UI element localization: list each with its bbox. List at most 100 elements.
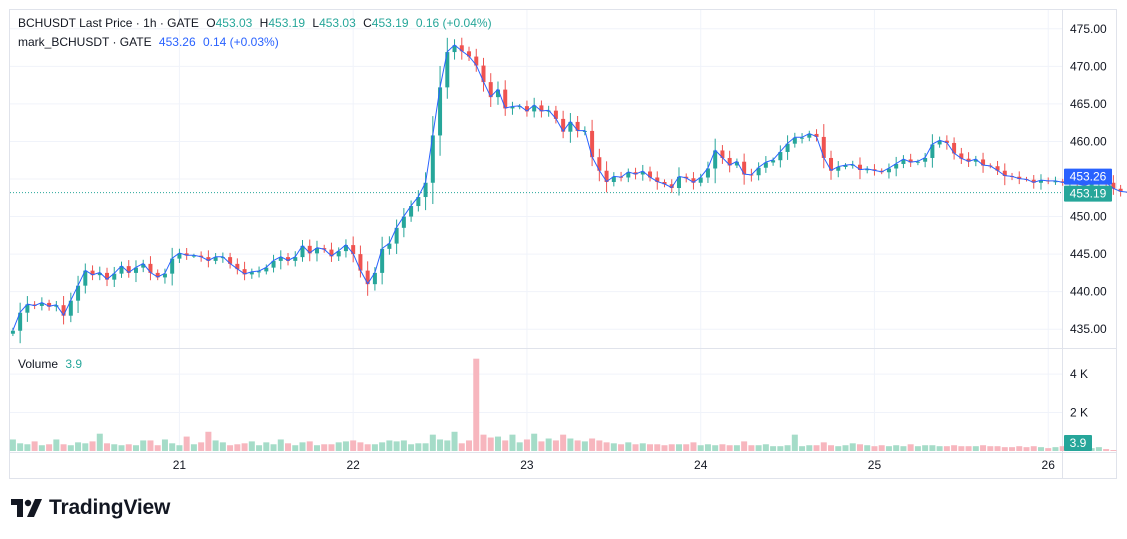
volume-bar bbox=[494, 436, 501, 451]
candle-body bbox=[937, 140, 942, 145]
volume-bar bbox=[169, 443, 176, 451]
candle-body bbox=[553, 110, 558, 119]
legend-volume: Volume 3.9 bbox=[18, 357, 86, 371]
legend-volume-value: 3.9 bbox=[65, 357, 83, 371]
candle-body bbox=[90, 270, 95, 276]
candle-body bbox=[380, 248, 385, 273]
volume-bar bbox=[625, 442, 632, 451]
candle-body bbox=[126, 266, 131, 273]
volume-bar bbox=[733, 445, 740, 451]
candle-body bbox=[568, 121, 573, 132]
volume-bar bbox=[342, 441, 349, 451]
candle-body bbox=[416, 197, 421, 207]
candle-body bbox=[807, 133, 812, 138]
last-price-badge-label: 453.19 bbox=[1070, 187, 1107, 201]
candle-body bbox=[76, 285, 81, 301]
candle-body bbox=[778, 151, 783, 161]
tradingview-logo-text: TradingView bbox=[49, 496, 171, 519]
volume-bar bbox=[429, 434, 436, 451]
last-price-badge bbox=[1064, 185, 1112, 202]
candle-body bbox=[966, 158, 971, 162]
volume-bar bbox=[256, 445, 263, 451]
legend-high: H453.19 bbox=[259, 16, 306, 30]
volume-bar bbox=[451, 431, 458, 451]
candle-body bbox=[734, 161, 739, 166]
volume-bar bbox=[589, 438, 596, 451]
volume-bar bbox=[994, 446, 1001, 451]
candle-body bbox=[191, 255, 196, 257]
volume-bar bbox=[813, 445, 820, 451]
candle-body bbox=[18, 312, 23, 331]
volume-bar bbox=[104, 443, 111, 451]
candle-body bbox=[995, 166, 1000, 171]
volume-bar bbox=[111, 444, 118, 451]
volume-bar bbox=[842, 445, 849, 451]
volume-bar bbox=[487, 437, 494, 451]
volume-bar bbox=[480, 434, 487, 451]
volume-bar bbox=[9, 439, 16, 451]
candle-body bbox=[669, 184, 674, 189]
volume-bar bbox=[552, 440, 559, 451]
candle-body bbox=[843, 165, 848, 167]
volume-bar bbox=[893, 445, 900, 451]
time-tick-label: 26 bbox=[1042, 458, 1056, 472]
candle-body bbox=[372, 272, 377, 285]
volume-bar bbox=[444, 440, 451, 451]
candle-body bbox=[10, 330, 15, 334]
candle-body bbox=[401, 216, 406, 228]
time-tick-label: 22 bbox=[347, 458, 361, 472]
candle-body bbox=[228, 257, 233, 264]
volume-bar bbox=[523, 439, 530, 451]
volume-bar bbox=[907, 444, 914, 451]
candle-body bbox=[814, 133, 819, 137]
candle-body bbox=[503, 89, 508, 109]
candle-body bbox=[47, 302, 52, 307]
volume-bar bbox=[67, 445, 74, 451]
volume-bar bbox=[350, 440, 357, 451]
volume-bar bbox=[726, 445, 733, 451]
volume-bar bbox=[755, 445, 762, 451]
candle-body bbox=[105, 272, 110, 280]
candle-body bbox=[235, 263, 240, 270]
volume-bar bbox=[1095, 447, 1102, 451]
volume-bar bbox=[38, 445, 45, 451]
volume-bar bbox=[603, 442, 610, 451]
volume-bar bbox=[560, 434, 567, 451]
candle-body bbox=[39, 302, 44, 306]
legend-mark-value: 453.26 bbox=[158, 35, 196, 49]
volume-bar bbox=[147, 440, 154, 451]
volume-bar bbox=[929, 445, 936, 451]
volume-bar bbox=[828, 445, 835, 451]
mark-price-badge-label: 453.26 bbox=[1070, 170, 1107, 184]
volume-bar bbox=[415, 443, 422, 451]
volume-bar bbox=[31, 441, 38, 451]
volume-bar bbox=[198, 442, 205, 451]
volume-bar bbox=[60, 444, 67, 451]
candle-body bbox=[857, 164, 862, 170]
candle-body bbox=[141, 263, 146, 268]
volume-bar bbox=[328, 444, 335, 451]
volume-bar bbox=[183, 436, 190, 451]
volume-bar bbox=[502, 440, 509, 451]
candle-body bbox=[264, 267, 269, 272]
candle-body bbox=[343, 245, 348, 252]
candle-body bbox=[590, 130, 595, 158]
candle-body bbox=[908, 159, 913, 163]
volume-bar bbox=[885, 446, 892, 451]
tradingview-logo[interactable]: TradingView bbox=[11, 496, 170, 520]
tradingview-logo-icon bbox=[11, 499, 42, 517]
volume-bar bbox=[697, 445, 704, 451]
volume-bar bbox=[849, 443, 856, 451]
volume-bar bbox=[1052, 447, 1059, 451]
volume-bar bbox=[770, 446, 777, 451]
candle-body bbox=[336, 251, 341, 257]
legend-change: 0.16 (+0.04%) bbox=[415, 16, 492, 30]
candle-body bbox=[792, 137, 797, 144]
candle-body bbox=[655, 177, 660, 183]
candle-body bbox=[720, 150, 725, 158]
time-tick-label: 23 bbox=[520, 458, 534, 472]
volume-bar bbox=[545, 438, 552, 451]
volume-bar bbox=[509, 434, 516, 451]
candle-body bbox=[1089, 183, 1094, 186]
